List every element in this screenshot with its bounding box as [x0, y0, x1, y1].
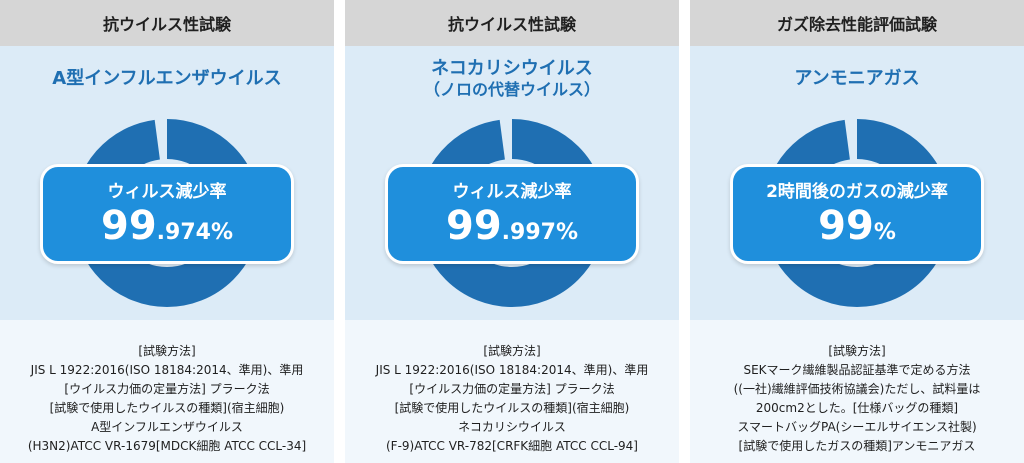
method-line: [ウイルス力価の定量方法] プラーク法 — [409, 382, 615, 396]
method-line: [試験方法] — [483, 344, 541, 358]
panel-title: アンモニアガス — [690, 68, 1024, 90]
title-line-1: ネコカリシウイルス — [431, 58, 593, 79]
method-line: [試験方法] — [828, 344, 886, 358]
method-line: SEKマーク繊維製品認証基準で定める方法 — [743, 363, 971, 377]
reduction-value: 99.997% — [388, 204, 636, 256]
panel-header: ガズ除去性能評価試験 — [690, 0, 1024, 46]
panel-influenza: 抗ウイルス性試験 A型インフルエンザウイルス ウィルス減少率 99.974% [… — [0, 0, 334, 463]
reduction-badge: ウィルス減少率 99.974% — [40, 164, 294, 264]
panel-header: 抗ウイルス性試験 — [345, 0, 679, 46]
badge-label: ウィルス減少率 — [107, 182, 227, 202]
badge-label: ウィルス減少率 — [452, 182, 572, 202]
method-line: A型インフルエンザウイルス — [91, 420, 243, 434]
reduction-badge: ウィルス減少率 99.997% — [385, 164, 639, 264]
badge-label: 2時間後のガスの減少率 — [766, 182, 948, 202]
title-line-1: A型インフルエンザウイルス — [52, 68, 282, 89]
method-line: ((一社)繊維評価技術協議会)ただし、試料量は — [733, 382, 981, 396]
method-line: ネコカリシウイルス — [458, 420, 566, 434]
method-line: [ウイルス力価の定量方法] プラーク法 — [64, 382, 270, 396]
panel-lower — [0, 320, 334, 463]
method-line: スマートバッグPA(シーエルサイエンス社製) — [737, 420, 977, 434]
reduction-value: 99% — [733, 204, 981, 256]
value-big: 99 — [101, 203, 157, 249]
method-line: [試験方法] — [138, 344, 196, 358]
reduction-badge: 2時間後のガスの減少率 99% — [730, 164, 984, 264]
method-line: 200cm2とした。[仕様バッグの種類] — [755, 401, 959, 415]
title-line-2: （ノロの代替ウイルス） — [423, 80, 600, 99]
title-line-1: アンモニアガス — [794, 68, 920, 89]
panel-lower — [690, 320, 1024, 463]
method-line: JIS L 1922:2016(ISO 18184:2014、準用)、準用 — [30, 363, 304, 377]
panel-header: 抗ウイルス性試験 — [0, 0, 334, 46]
method-line: JIS L 1922:2016(ISO 18184:2014、準用)、準用 — [375, 363, 649, 377]
panel-ammonia-gas: ガズ除去性能評価試験 アンモニアガス 2時間後のガスの減少率 99% [試験方法… — [690, 0, 1024, 463]
value-small: % — [873, 220, 896, 245]
value-small: .974% — [156, 220, 233, 245]
reduction-value: 99.974% — [43, 204, 291, 256]
method-line: (F-9)ATCC VR-782[CRFK細胞 ATCC CCL-94] — [386, 439, 638, 453]
test-method: [試験方法] JIS L 1922:2016(ISO 18184:2014、準用… — [0, 342, 334, 456]
panel-lower — [345, 320, 679, 463]
panel-feline-calicivirus: 抗ウイルス性試験 ネコカリシウイルス （ノロの代替ウイルス） ウィルス減少率 9… — [345, 0, 679, 463]
value-big: 99 — [818, 203, 874, 249]
panel-title: A型インフルエンザウイルス — [0, 68, 334, 90]
method-line: (H3N2)ATCC VR-1679[MDCK細胞 ATCC CCL-34] — [27, 439, 307, 453]
method-line: [試験で使用したガスの種類]アンモニアガス — [738, 439, 976, 453]
value-small: .997% — [501, 220, 578, 245]
test-method: [試験方法] JIS L 1922:2016(ISO 18184:2014、準用… — [345, 342, 679, 456]
panel-title: ネコカリシウイルス （ノロの代替ウイルス） — [345, 58, 679, 100]
method-line: [試験で使用したウイルスの種類](宿主細胞) — [394, 401, 630, 415]
test-method: [試験方法] SEKマーク繊維製品認証基準で定める方法 ((一社)繊維評価技術協… — [690, 342, 1024, 456]
value-big: 99 — [446, 203, 502, 249]
method-line: [試験で使用したウイルスの種類](宿主細胞) — [49, 401, 285, 415]
